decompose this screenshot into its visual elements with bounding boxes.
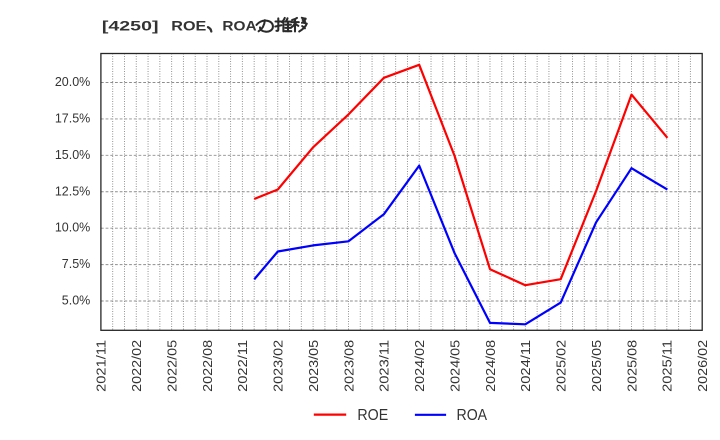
svg-text:ROA: ROA	[222, 18, 256, 34]
svg-text:2023/08: 2023/08	[341, 340, 356, 392]
svg-text:20.0%: 20.0%	[55, 75, 90, 89]
svg-text:2026/02: 2026/02	[695, 340, 710, 392]
svg-text:2023/11: 2023/11	[377, 340, 392, 392]
svg-text:5.0%: 5.0%	[62, 294, 91, 308]
svg-text:ROE: ROE	[171, 18, 206, 34]
svg-text:2022/05: 2022/05	[164, 340, 179, 392]
svg-text:ROE: ROE	[357, 407, 388, 424]
svg-text:2025/05: 2025/05	[589, 340, 604, 392]
svg-text:ROA: ROA	[457, 407, 488, 424]
svg-text:7.5%: 7.5%	[62, 257, 91, 271]
svg-text:2023/02: 2023/02	[271, 340, 286, 392]
svg-text:12.5%: 12.5%	[55, 184, 90, 198]
svg-text:2024/02: 2024/02	[412, 340, 427, 392]
svg-text:2022/02: 2022/02	[129, 340, 144, 392]
svg-text:2022/11: 2022/11	[235, 340, 250, 392]
svg-text:15.0%: 15.0%	[55, 148, 90, 162]
svg-text:2025/02: 2025/02	[554, 340, 569, 392]
svg-text:2025/08: 2025/08	[624, 340, 639, 392]
svg-text:2024/08: 2024/08	[483, 340, 498, 392]
svg-text:2021/11: 2021/11	[94, 340, 109, 392]
svg-text:2024/11: 2024/11	[518, 340, 533, 392]
svg-text:10.0%: 10.0%	[55, 221, 90, 235]
svg-text:17.5%: 17.5%	[55, 111, 90, 125]
svg-text:2025/11: 2025/11	[660, 340, 675, 392]
svg-text:2023/05: 2023/05	[306, 340, 321, 392]
svg-text:2022/08: 2022/08	[200, 340, 215, 392]
svg-text:[4250]: [4250]	[102, 18, 159, 34]
svg-text:2024/05: 2024/05	[447, 340, 462, 392]
